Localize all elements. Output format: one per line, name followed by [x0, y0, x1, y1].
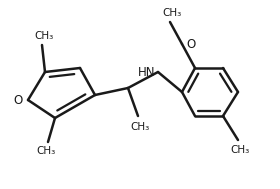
- Text: O: O: [13, 94, 23, 106]
- Text: CH₃: CH₃: [34, 31, 54, 41]
- Text: O: O: [186, 37, 195, 50]
- Text: HN: HN: [137, 66, 155, 78]
- Text: CH₃: CH₃: [230, 145, 250, 155]
- Text: CH₃: CH₃: [36, 146, 56, 156]
- Text: CH₃: CH₃: [130, 122, 150, 132]
- Text: CH₃: CH₃: [162, 8, 182, 18]
